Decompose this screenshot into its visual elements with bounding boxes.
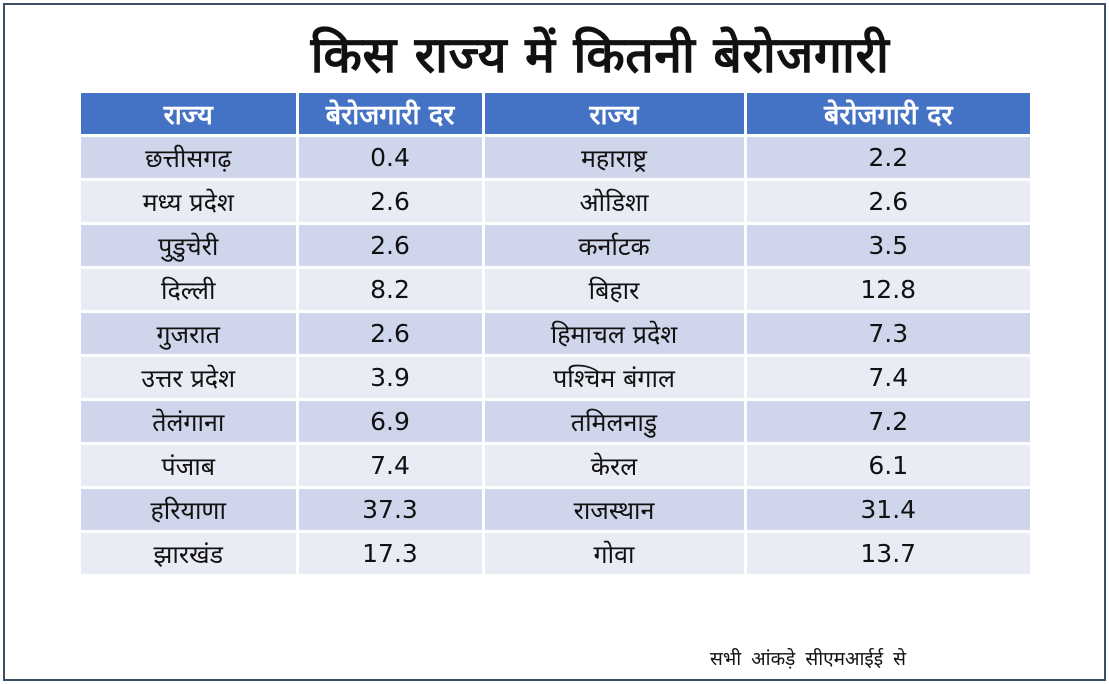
cell-rate: 2.6 bbox=[745, 179, 1030, 225]
cell-rate: 6.1 bbox=[745, 443, 1030, 489]
cell-rate: 6.9 bbox=[297, 399, 485, 445]
cell-rate: 2.6 bbox=[297, 311, 485, 357]
cell-state: उत्तर प्रदेश bbox=[81, 355, 299, 401]
table-row: झारखंड 17.3 गोवा 13.7 bbox=[81, 531, 1030, 577]
cell-rate: 37.3 bbox=[297, 487, 485, 533]
cell-rate: 7.3 bbox=[745, 311, 1030, 357]
cell-state: दिल्ली bbox=[81, 267, 299, 313]
cell-state: पंजाब bbox=[81, 443, 299, 489]
cell-rate: 13.7 bbox=[745, 531, 1030, 577]
cell-rate: 12.8 bbox=[745, 267, 1030, 313]
table-row: मध्य प्रदेश 2.6 ओडिशा 2.6 bbox=[81, 179, 1030, 225]
cell-state: छत्तीसगढ़ bbox=[81, 135, 299, 181]
source-note: सभी आंकड़े सीएमआईई से bbox=[710, 648, 906, 670]
cell-state: गोवा bbox=[483, 531, 747, 577]
cell-state: गुजरात bbox=[81, 311, 299, 357]
table-row: पंजाब 7.4 केरल 6.1 bbox=[81, 443, 1030, 489]
table-row: दिल्ली 8.2 बिहार 12.8 bbox=[81, 267, 1030, 313]
table-row: हरियाणा 37.3 राजस्थान 31.4 bbox=[81, 487, 1030, 533]
cell-state: तमिलनाडु bbox=[483, 399, 747, 445]
cell-rate: 31.4 bbox=[745, 487, 1030, 533]
table-row: तेलंगाना 6.9 तमिलनाडु 7.2 bbox=[81, 399, 1030, 445]
cell-state: राजस्थान bbox=[483, 487, 747, 533]
cell-rate: 7.2 bbox=[745, 399, 1030, 445]
cell-rate: 7.4 bbox=[297, 443, 485, 489]
cell-rate: 8.2 bbox=[297, 267, 485, 313]
cell-state: झारखंड bbox=[81, 531, 299, 577]
column-header-rate-2: बेरोजगारी दर bbox=[745, 93, 1030, 137]
column-header-rate-1: बेरोजगारी दर bbox=[297, 93, 485, 137]
cell-state: हरियाणा bbox=[81, 487, 299, 533]
table-row: पुडुचेरी 2.6 कर्नाटक 3.5 bbox=[81, 223, 1030, 269]
chart-title: किस राज्य में कितनी बेरोजगारी bbox=[310, 26, 890, 84]
table-row: गुजरात 2.6 हिमाचल प्रदेश 7.3 bbox=[81, 311, 1030, 357]
cell-rate: 3.9 bbox=[297, 355, 485, 401]
cell-state: हिमाचल प्रदेश bbox=[483, 311, 747, 357]
unemployment-table: राज्य बेरोजगारी दर राज्य बेरोजगारी दर छत… bbox=[81, 93, 1030, 577]
cell-state: पुडुचेरी bbox=[81, 223, 299, 269]
cell-state: केरल bbox=[483, 443, 747, 489]
cell-rate: 2.6 bbox=[297, 223, 485, 269]
table-row: उत्तर प्रदेश 3.9 पश्चिम बंगाल 7.4 bbox=[81, 355, 1030, 401]
cell-rate: 17.3 bbox=[297, 531, 485, 577]
chart-frame: किस राज्य में कितनी बेरोजगारी राज्य बेरो… bbox=[3, 3, 1106, 681]
table-body: छत्तीसगढ़ 0.4 महाराष्ट्र 2.2 मध्य प्रदेश 2.6 ओ… bbox=[81, 135, 1030, 577]
cell-rate: 3.5 bbox=[745, 223, 1030, 269]
cell-rate: 0.4 bbox=[297, 135, 485, 181]
cell-rate: 2.6 bbox=[297, 179, 485, 225]
cell-state: बिहार bbox=[483, 267, 747, 313]
cell-rate: 7.4 bbox=[745, 355, 1030, 401]
cell-state: कर्नाटक bbox=[483, 223, 747, 269]
table-header-row: राज्य बेरोजगारी दर राज्य बेरोजगारी दर bbox=[81, 93, 1030, 137]
column-header-state-2: राज्य bbox=[483, 93, 747, 137]
cell-state: मध्य प्रदेश bbox=[81, 179, 299, 225]
cell-state: तेलंगाना bbox=[81, 399, 299, 445]
cell-rate: 2.2 bbox=[745, 135, 1030, 181]
cell-state: पश्चिम बंगाल bbox=[483, 355, 747, 401]
cell-state: ओडिशा bbox=[483, 179, 747, 225]
cell-state: महाराष्ट्र bbox=[483, 135, 747, 181]
table-row: छत्तीसगढ़ 0.4 महाराष्ट्र 2.2 bbox=[81, 135, 1030, 181]
column-header-state-1: राज्य bbox=[81, 93, 299, 137]
